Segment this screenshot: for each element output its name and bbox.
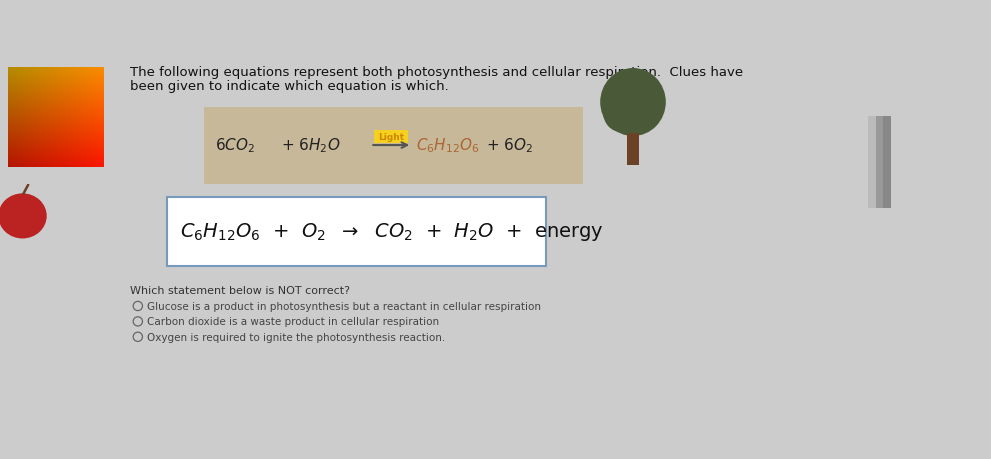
Text: Oxygen is required to ignite the photosynthesis reaction.: Oxygen is required to ignite the photosy… [147,332,445,342]
Bar [626,134,639,166]
Bar [204,107,584,184]
Text: $C_6H_{12}O_6$  +  $O_2$  $\rightarrow$  $CO_2$  +  $H_2O$  +  energy: $C_6H_{12}O_6$ + $O_2$ $\rightarrow$ $CO… [180,221,605,243]
Text: $6CO_2$: $6CO_2$ [215,136,256,155]
Bar [375,131,408,143]
Text: $C_6H_{12}O_6$: $C_6H_{12}O_6$ [416,136,480,155]
Text: Which statement below is NOT correct?: Which statement below is NOT correct? [130,285,350,296]
Text: $+\ 6O_2$: $+\ 6O_2$ [486,136,533,155]
Bar [868,117,876,209]
Ellipse shape [603,93,639,133]
Text: Carbon dioxide is a waste product in cellular respiration: Carbon dioxide is a waste product in cel… [147,317,439,327]
Text: The following equations represent both photosynthesis and cellular respiration. : The following equations represent both p… [130,66,743,79]
Text: Glucose is a product in photosynthesis but a reactant in cellular respiration: Glucose is a product in photosynthesis b… [147,302,541,311]
Text: $+\ 6H_2O$: $+\ 6H_2O$ [281,136,341,155]
Ellipse shape [0,194,47,239]
Text: been given to indicate which equation is which.: been given to indicate which equation is… [130,80,449,93]
FancyBboxPatch shape [166,197,546,266]
Bar [883,117,891,209]
Text: Light: Light [379,133,404,142]
Ellipse shape [601,69,666,137]
Bar [876,117,883,209]
